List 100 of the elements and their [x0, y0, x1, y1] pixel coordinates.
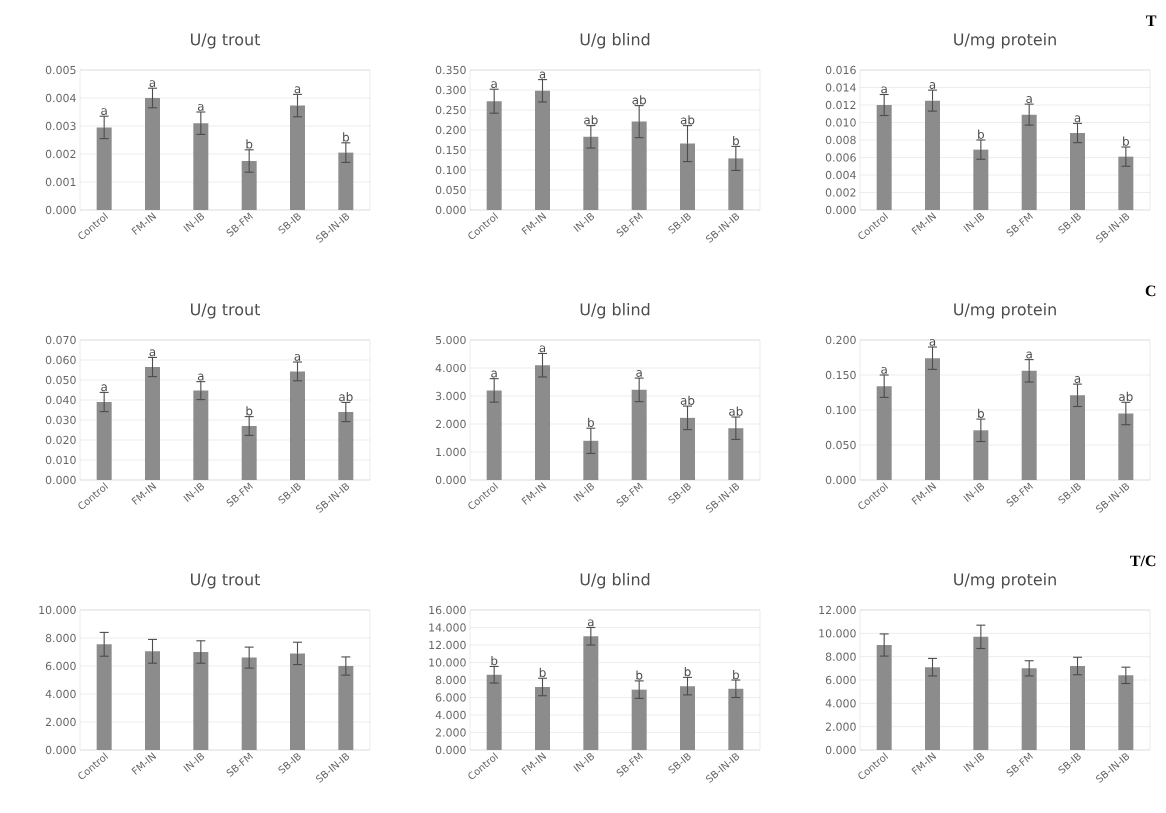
annotation: a [1074, 115, 1081, 123]
y-tick-label: 0.008 [825, 135, 856, 145]
bar [1021, 114, 1037, 210]
chart-title: U/g blind [580, 303, 650, 319]
bar [973, 636, 989, 751]
bar [1070, 133, 1086, 210]
annotation: a [929, 82, 936, 89]
annotation: a [539, 71, 546, 79]
annotation: ab [729, 406, 743, 416]
y-tick-label: 0.030 [45, 415, 76, 425]
y-tick-label: 0.006 [825, 153, 856, 162]
y-tick-label: 0.200 [435, 125, 466, 135]
chart-title: U/mg protein [954, 573, 1056, 589]
annotation: a [539, 345, 546, 353]
chart-title: U/mg protein [954, 33, 1056, 49]
annotation: a [101, 108, 107, 116]
bar [680, 417, 695, 481]
bar [145, 651, 160, 751]
chart-title: U/g blind [580, 33, 650, 49]
bar [1118, 675, 1134, 751]
bar [338, 152, 354, 210]
y-tick-label: 0.005 [45, 65, 76, 75]
bar [338, 412, 354, 481]
y-tick-label: 0.040 [45, 395, 76, 405]
annotation: b [539, 667, 546, 678]
y-tick-label: 0.350 [435, 65, 466, 75]
bar [728, 428, 744, 481]
annotation: b [733, 670, 739, 680]
bar [876, 645, 892, 751]
y-tick-label: 0.001 [45, 177, 76, 187]
annotation: b [978, 129, 984, 139]
bar [631, 121, 647, 210]
y-tick-label: 0.000 [825, 745, 856, 755]
bar [486, 101, 502, 210]
bar [583, 636, 599, 751]
y-tick-label: 0.000 [435, 475, 466, 485]
y-tick-label: 4.000 [45, 689, 76, 699]
chart-title: U/mg protein [954, 303, 1056, 319]
y-tick-label: 0.100 [825, 405, 856, 415]
annotation: a [491, 81, 497, 89]
y-tick-label: 16.000 [429, 605, 466, 615]
y-tick-label: 1.000 [436, 447, 466, 457]
y-tick-label: 4.000 [435, 710, 466, 720]
annotation: a [929, 338, 936, 346]
y-tick-label: 0.000 [45, 475, 76, 485]
annotation: a [491, 370, 497, 378]
bar [680, 686, 695, 751]
annotation: a [294, 353, 301, 361]
bar [193, 123, 209, 210]
y-tick-label: 0.070 [45, 335, 76, 345]
annotation: ab [339, 391, 353, 402]
y-tick-label: 0.003 [45, 121, 76, 131]
bar [486, 674, 502, 751]
y-tick-label: 0.000 [825, 475, 856, 485]
y-tick-label: 0.150 [825, 370, 856, 380]
y-tick-label: 10.000 [429, 658, 466, 667]
y-tick-label: 0.300 [435, 85, 466, 95]
y-tick-label: 10.000 [39, 605, 76, 615]
bar [728, 158, 744, 210]
y-tick-label: 4.000 [435, 363, 466, 373]
annotation: a [197, 103, 204, 111]
y-tick-label: 0.100 [435, 165, 466, 175]
bar [241, 657, 257, 751]
y-tick-label: 0.002 [825, 188, 856, 197]
bar [925, 100, 941, 210]
bar [193, 652, 209, 751]
text: C [1145, 285, 1156, 297]
annotation: b [636, 670, 643, 680]
y-tick-label: 0.000 [45, 205, 76, 215]
annotation: ab [1119, 391, 1133, 402]
bar [145, 98, 160, 210]
bar [1070, 395, 1086, 481]
y-tick-label: 0.150 [435, 145, 466, 155]
annotation: ab [584, 115, 598, 125]
bar [486, 390, 502, 481]
bar [290, 105, 305, 210]
annotation: a [1026, 96, 1032, 103]
y-tick-label: 0.012 [825, 100, 856, 110]
bar [1118, 156, 1134, 210]
annotation: a [587, 619, 594, 627]
y-tick-label: 0.004 [45, 93, 76, 103]
bar [241, 161, 257, 210]
y-tick-label: 0.004 [825, 170, 856, 180]
y-tick-label: 14.000 [429, 623, 466, 632]
bar [241, 426, 257, 481]
chart-title: U/g trout [191, 573, 261, 589]
bar [193, 390, 209, 481]
bar [973, 149, 989, 210]
annotation: b [588, 417, 594, 428]
annotation: a [149, 80, 156, 88]
annotation: a [881, 366, 887, 374]
bar [1021, 370, 1037, 481]
bar [680, 143, 695, 210]
bar [145, 367, 160, 481]
annotation: a [881, 86, 887, 94]
annotation: a [1074, 376, 1081, 383]
bar [973, 430, 989, 481]
bar [290, 653, 305, 751]
y-tick-label: 0.250 [435, 105, 466, 115]
y-tick-label: 2.000 [825, 722, 856, 731]
